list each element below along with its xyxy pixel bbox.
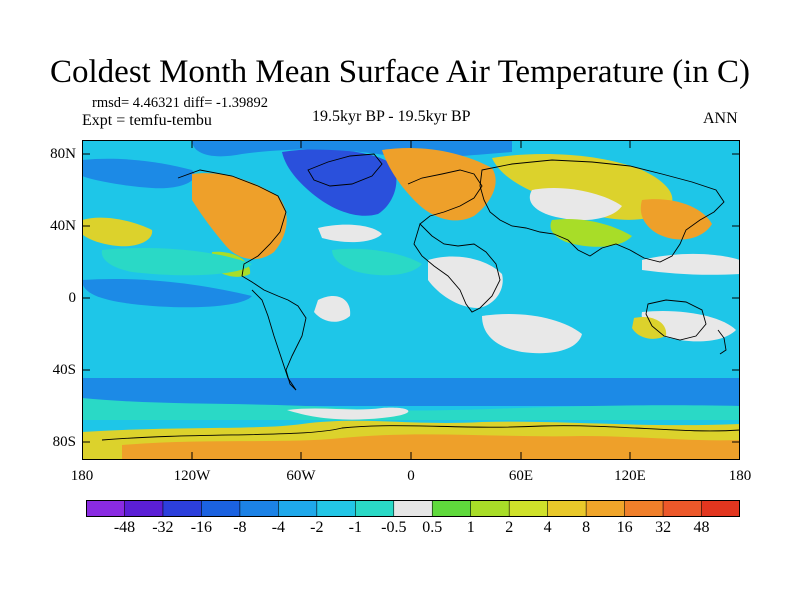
africa-white-patch [428, 256, 503, 308]
west-pacific-white-band [642, 253, 740, 275]
page-title: Coldest Month Mean Surface Air Temperatu… [50, 54, 750, 90]
colorbar-label: -32 [152, 519, 174, 536]
colorbar-label: 1 [466, 519, 475, 536]
siberia-warm-field [492, 154, 673, 220]
subantarctic-band [82, 398, 740, 420]
coastlines [101, 153, 740, 441]
colorbar-label: 0.5 [422, 519, 443, 536]
colorbar-label: 2 [505, 519, 514, 536]
south-america-white-patch [314, 295, 351, 322]
colorbar-label: -8 [233, 519, 247, 536]
indian-ocean-white-patch [482, 314, 582, 354]
southern-ocean-band [82, 378, 740, 406]
antarctica-interior [122, 434, 740, 460]
colorbar-swatch [509, 500, 549, 517]
east-asia-warm-field [640, 199, 712, 240]
tropical-atlantic-teal [332, 248, 422, 276]
colorbar-swatch [432, 500, 472, 517]
north-pacific-cold-patch [82, 158, 195, 189]
colorbar-swatch [663, 500, 703, 517]
south-pacific-blue [82, 278, 252, 308]
pacific-warm-patch [82, 217, 153, 247]
colorbar-swatch [355, 500, 395, 517]
axis-ticks [82, 140, 740, 460]
colorbar-label: 16 [616, 519, 633, 536]
colorbar-label: -2 [310, 519, 324, 536]
tropical-pacific-teal [101, 247, 252, 276]
colorbar-label: 48 [693, 519, 710, 536]
y-label-40n: 40N [50, 218, 76, 234]
colorbar-label: -1 [348, 519, 362, 536]
colorbar [86, 500, 740, 517]
colorbar-label: 8 [582, 519, 591, 536]
y-label-equator: 0 [68, 290, 77, 306]
colorbar-swatch [124, 500, 164, 517]
colorbar-label: -48 [113, 519, 136, 536]
colorbar-label: 32 [655, 519, 672, 536]
north-atlantic-cold-anomaly [282, 149, 397, 216]
colorbar-swatch [201, 500, 241, 517]
period-label: 19.5kyr BP - 19.5kyr BP [312, 108, 471, 125]
colorbar-swatch [239, 500, 279, 517]
colorbar-swatch [701, 500, 740, 517]
colorbar-swatch [278, 500, 318, 517]
central-asia-white-patch [529, 187, 622, 221]
y-label-80n: 80N [50, 146, 76, 162]
colorbar-swatch [547, 500, 587, 517]
x-label-120w: 120W [173, 468, 211, 484]
colorbar-label: 4 [543, 519, 552, 536]
australia-warm-patch [632, 316, 667, 339]
colorbar-swatch [162, 500, 202, 517]
colorbar-label: -16 [190, 519, 213, 536]
x-label-180w: 180 [70, 468, 94, 484]
y-label-80s: 80S [52, 434, 76, 450]
colorbar-swatch [316, 500, 356, 517]
x-label-180e: 180 [728, 468, 752, 484]
stats-text: rmsd= 4.46321 diff= -1.39892 [92, 95, 268, 111]
season-label: ANN [703, 110, 738, 127]
experiment-label: Expt = temfu-tembu [82, 112, 212, 129]
x-label-0: 0 [407, 468, 415, 484]
x-label-60w: 60W [286, 468, 316, 484]
tibet-warm-patch [550, 218, 632, 247]
atlantic-white-patch [318, 224, 382, 243]
colorbar-swatch [470, 500, 510, 517]
colorbar-swatch [86, 500, 125, 517]
temperature-map [82, 140, 740, 460]
colorbar-swatch [393, 500, 433, 517]
colorbar-swatch [586, 500, 626, 517]
colorbar-border [86, 500, 740, 517]
y-label-40s: 40S [52, 362, 76, 378]
x-label-120e: 120E [614, 468, 646, 484]
ice-edge-patch [287, 407, 409, 420]
colorbar-label: -0.5 [381, 519, 407, 536]
north-america-warm-field [192, 173, 287, 260]
colorbar-label: -4 [271, 519, 286, 536]
x-label-60e: 60E [508, 468, 534, 484]
colorbar-swatch [624, 500, 664, 517]
